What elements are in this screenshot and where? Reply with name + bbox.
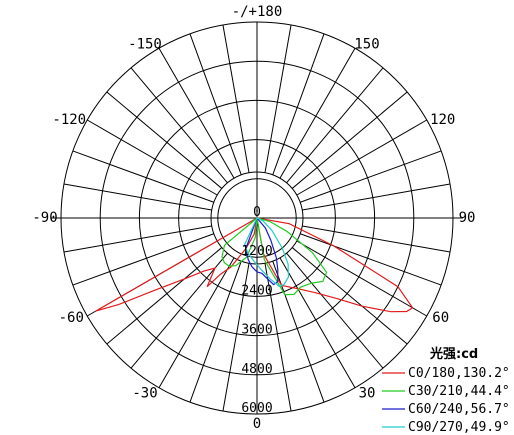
series-curve-3	[243, 217, 290, 287]
legend: 光强:cd C0/180,130.2° C30/210,44.4° C60/240,…	[382, 346, 510, 435]
grid-spoke	[130, 67, 228, 184]
grid-spoke	[296, 119, 427, 196]
grid-spoke	[272, 33, 325, 175]
angle-labels: -/+180 150 -150 120 -120 90 -90 60 -60 30 -30 0	[32, 4, 475, 432]
legend-entry-2: C60/240,56.7°	[408, 402, 510, 417]
angle-label-8: -60	[59, 310, 84, 326]
grid-spoke	[72, 150, 214, 203]
radial-label-1: 1200	[241, 244, 272, 259]
angle-label-7: 60	[432, 310, 449, 326]
grid-spoke	[279, 48, 356, 179]
grid-spoke	[158, 257, 235, 388]
grid-spoke	[264, 263, 292, 412]
radial-label-0: 0	[253, 205, 261, 220]
grid-spoke	[106, 91, 223, 189]
angle-label-1: 150	[354, 36, 379, 52]
radial-label-3: 3600	[241, 323, 272, 338]
grid-spoke	[286, 67, 384, 184]
grid-spoke	[291, 247, 408, 345]
grid-spoke	[158, 48, 235, 179]
grid-spoke	[300, 150, 442, 203]
series-curve-2	[245, 216, 279, 286]
radial-labels: 0 1200 2400 3600 4800 6000	[241, 205, 272, 416]
radial-label-2: 2400	[241, 283, 272, 298]
radial-label-5: 6000	[241, 401, 272, 416]
series-group	[95, 216, 414, 313]
angle-label-6: -90	[32, 210, 57, 226]
grid-spoke	[130, 252, 228, 369]
grid-spoke	[264, 24, 292, 173]
grid-spoke	[222, 24, 250, 173]
grid-spoke	[296, 240, 427, 317]
grid-spoke	[291, 91, 408, 189]
grid-spoke	[279, 257, 356, 388]
grid-spoke	[300, 233, 442, 286]
angle-label-5: 90	[459, 210, 476, 226]
grid-spoke	[63, 183, 212, 211]
legend-entry-1: C30/210,44.4°	[408, 384, 510, 399]
grid-spoke	[302, 183, 451, 211]
angle-label-9: 30	[359, 386, 376, 402]
grid-spoke	[72, 233, 214, 286]
legend-entry-0: C0/180,130.2°	[408, 366, 510, 381]
angle-label-2: -150	[128, 36, 162, 52]
grid-spoke	[106, 247, 223, 345]
grid-spoke	[63, 225, 212, 253]
grid-spoke	[189, 33, 242, 175]
angle-label-0: -/+180	[232, 4, 283, 20]
legend-entry-3: C90/270,49.9°	[408, 420, 510, 435]
legend-title: 光强:cd	[429, 346, 478, 362]
radial-label-4: 4800	[241, 362, 272, 377]
series-curve-1	[221, 217, 328, 296]
angle-label-3: 120	[430, 112, 455, 128]
angle-label-11: 0	[253, 416, 261, 432]
grid-spoke	[302, 225, 451, 253]
grid-spoke	[189, 261, 242, 403]
grid-spoke	[87, 119, 218, 196]
angle-label-4: -120	[52, 112, 86, 128]
angle-label-10: -30	[132, 386, 157, 402]
grid-spoke	[286, 252, 384, 369]
grid-spoke	[222, 263, 250, 412]
